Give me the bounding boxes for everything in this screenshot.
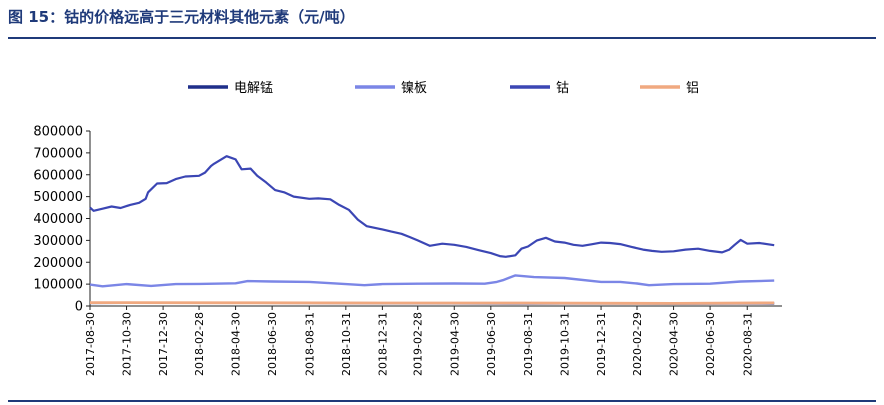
y-tick-label: 500000 xyxy=(33,190,83,205)
legend-label: 铝 xyxy=(686,81,699,96)
x-tick-label: 2020-02-29 xyxy=(631,312,644,376)
series-lines xyxy=(89,155,775,305)
figure-title: 图 15：钴的价格远高于三元材料其他元素（元/吨） xyxy=(8,8,355,26)
y-tick-label: 300000 xyxy=(33,234,83,249)
y-tick-label: 700000 xyxy=(33,146,83,161)
x-tick-label: 2020-08-31 xyxy=(741,312,754,376)
x-tick-label: 2019-12-31 xyxy=(595,312,608,376)
x-tick-label: 2019-08-31 xyxy=(522,312,535,376)
x-tick-label: 2019-06-30 xyxy=(485,312,498,376)
bottom-rule xyxy=(8,400,876,402)
x-axis: 2017-08-30 2017-10-30 2017-12-30 2018-02-28… xyxy=(84,305,782,376)
x-tick-label: 2018-10-31 xyxy=(340,312,353,376)
series-line-2 xyxy=(89,274,775,288)
y-tick-label: 100000 xyxy=(33,278,83,293)
legend-label: 镍板 xyxy=(401,81,427,96)
y-tick-label: 200000 xyxy=(33,256,83,271)
x-tick-label: 2017-12-30 xyxy=(157,312,170,376)
title-rule xyxy=(8,37,876,39)
series-line-3 xyxy=(89,155,775,258)
x-tick-label: 2018-04-30 xyxy=(230,312,243,376)
x-tick-label: 2019-04-30 xyxy=(448,312,461,376)
y-tick-label: 0 xyxy=(75,300,83,315)
x-tick-label: 2018-08-31 xyxy=(303,312,316,376)
x-tick-label: 2019-10-31 xyxy=(559,312,572,376)
x-tick-label: 2018-06-30 xyxy=(266,312,279,376)
x-tick-label: 2018-12-31 xyxy=(376,312,389,376)
x-tick-label: 2020-06-30 xyxy=(704,312,717,376)
y-tick-label: 800000 xyxy=(33,125,83,140)
legend-label: 电解锰 xyxy=(234,81,273,96)
legend-label: 钴 xyxy=(556,81,569,96)
y-axis: 0 100000 200000 300000 400000 500000 600000 700… xyxy=(33,125,91,315)
x-tick-label: 2020-04-30 xyxy=(668,312,681,376)
series-line-4 xyxy=(89,301,775,305)
y-tick-label: 600000 xyxy=(33,168,83,183)
chart-legend: 电解锰 镍板 钴 铝 xyxy=(188,81,699,96)
x-tick-label: 2018-02-28 xyxy=(193,312,206,376)
x-tick-label: 2017-10-30 xyxy=(121,312,134,376)
y-tick-label: 400000 xyxy=(33,212,83,227)
x-tick-label: 2019-02-28 xyxy=(412,312,425,376)
x-tick-label: 2017-08-30 xyxy=(84,312,97,376)
